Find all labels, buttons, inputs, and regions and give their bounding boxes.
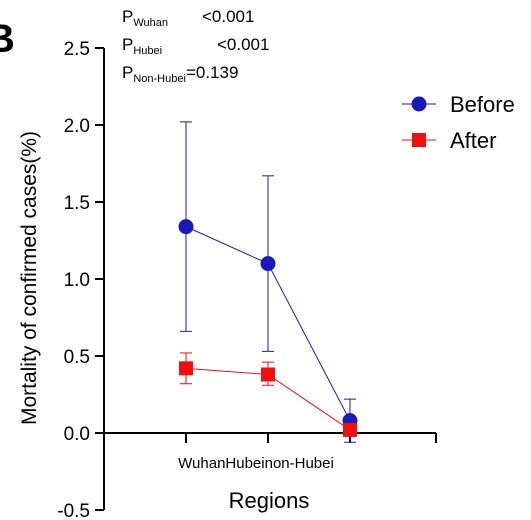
y-tick-label: -0.5 (57, 501, 90, 520)
y-tick-label: 1.5 (64, 193, 90, 214)
legend-marker (411, 96, 427, 112)
series-before (178, 121, 358, 443)
legend: Before After (402, 92, 515, 153)
y-axis-label: Mortality of confirmed cases(%) (18, 131, 41, 425)
x-tick-labels: WuhanHubeinon-Hubei (178, 455, 334, 472)
p-hubei-prefix: P (122, 35, 133, 54)
p-wuhan-prefix: P (122, 7, 133, 26)
p-nonhubei-prefix: P (122, 63, 133, 82)
y-tick-label: 2.0 (64, 116, 90, 137)
legend-item-after: After (402, 128, 496, 153)
series-after (179, 352, 357, 437)
data-point (178, 219, 194, 235)
data-point (343, 422, 357, 437)
x-axis-label: Regions (229, 488, 310, 513)
p-nonhubei-subscript: Non-Hubei (133, 73, 186, 85)
data-point (179, 361, 193, 376)
p-wuhan-subscript: Wuhan (133, 17, 168, 29)
data-point (260, 256, 276, 272)
legend-item-before: Before (402, 92, 515, 117)
data-point (261, 367, 275, 382)
p-hubei-value: <0.001 (217, 35, 269, 54)
y-tick-label: 0.0 (64, 424, 90, 445)
legend-label: After (450, 128, 496, 153)
series-layer (178, 121, 358, 443)
stats-annotations: PWuhan <0.001 PHubei <0.001 PNon-Hubei=0.1… (122, 7, 269, 85)
p-hubei-annotation: PHubei <0.001 (122, 35, 269, 57)
y-tick-label: 0.5 (64, 347, 90, 368)
p-nonhubei-annotation: PNon-Hubei=0.139 (122, 63, 238, 85)
legend-marker (412, 133, 426, 147)
axes: -0.5 0.0 0.5 1.0 1.5 2.0 2.5 (57, 39, 437, 520)
legend-label: Before (450, 92, 515, 117)
panel-label: B (0, 17, 15, 61)
p-wuhan-annotation: PWuhan <0.001 (122, 7, 254, 29)
p-hubei-subscript: Hubei (133, 45, 162, 57)
y-tick-label: 1.0 (64, 270, 90, 291)
p-wuhan-value: <0.001 (202, 7, 254, 26)
y-tick-label: 2.5 (64, 39, 90, 60)
p-nonhubei-value: =0.139 (186, 63, 238, 82)
